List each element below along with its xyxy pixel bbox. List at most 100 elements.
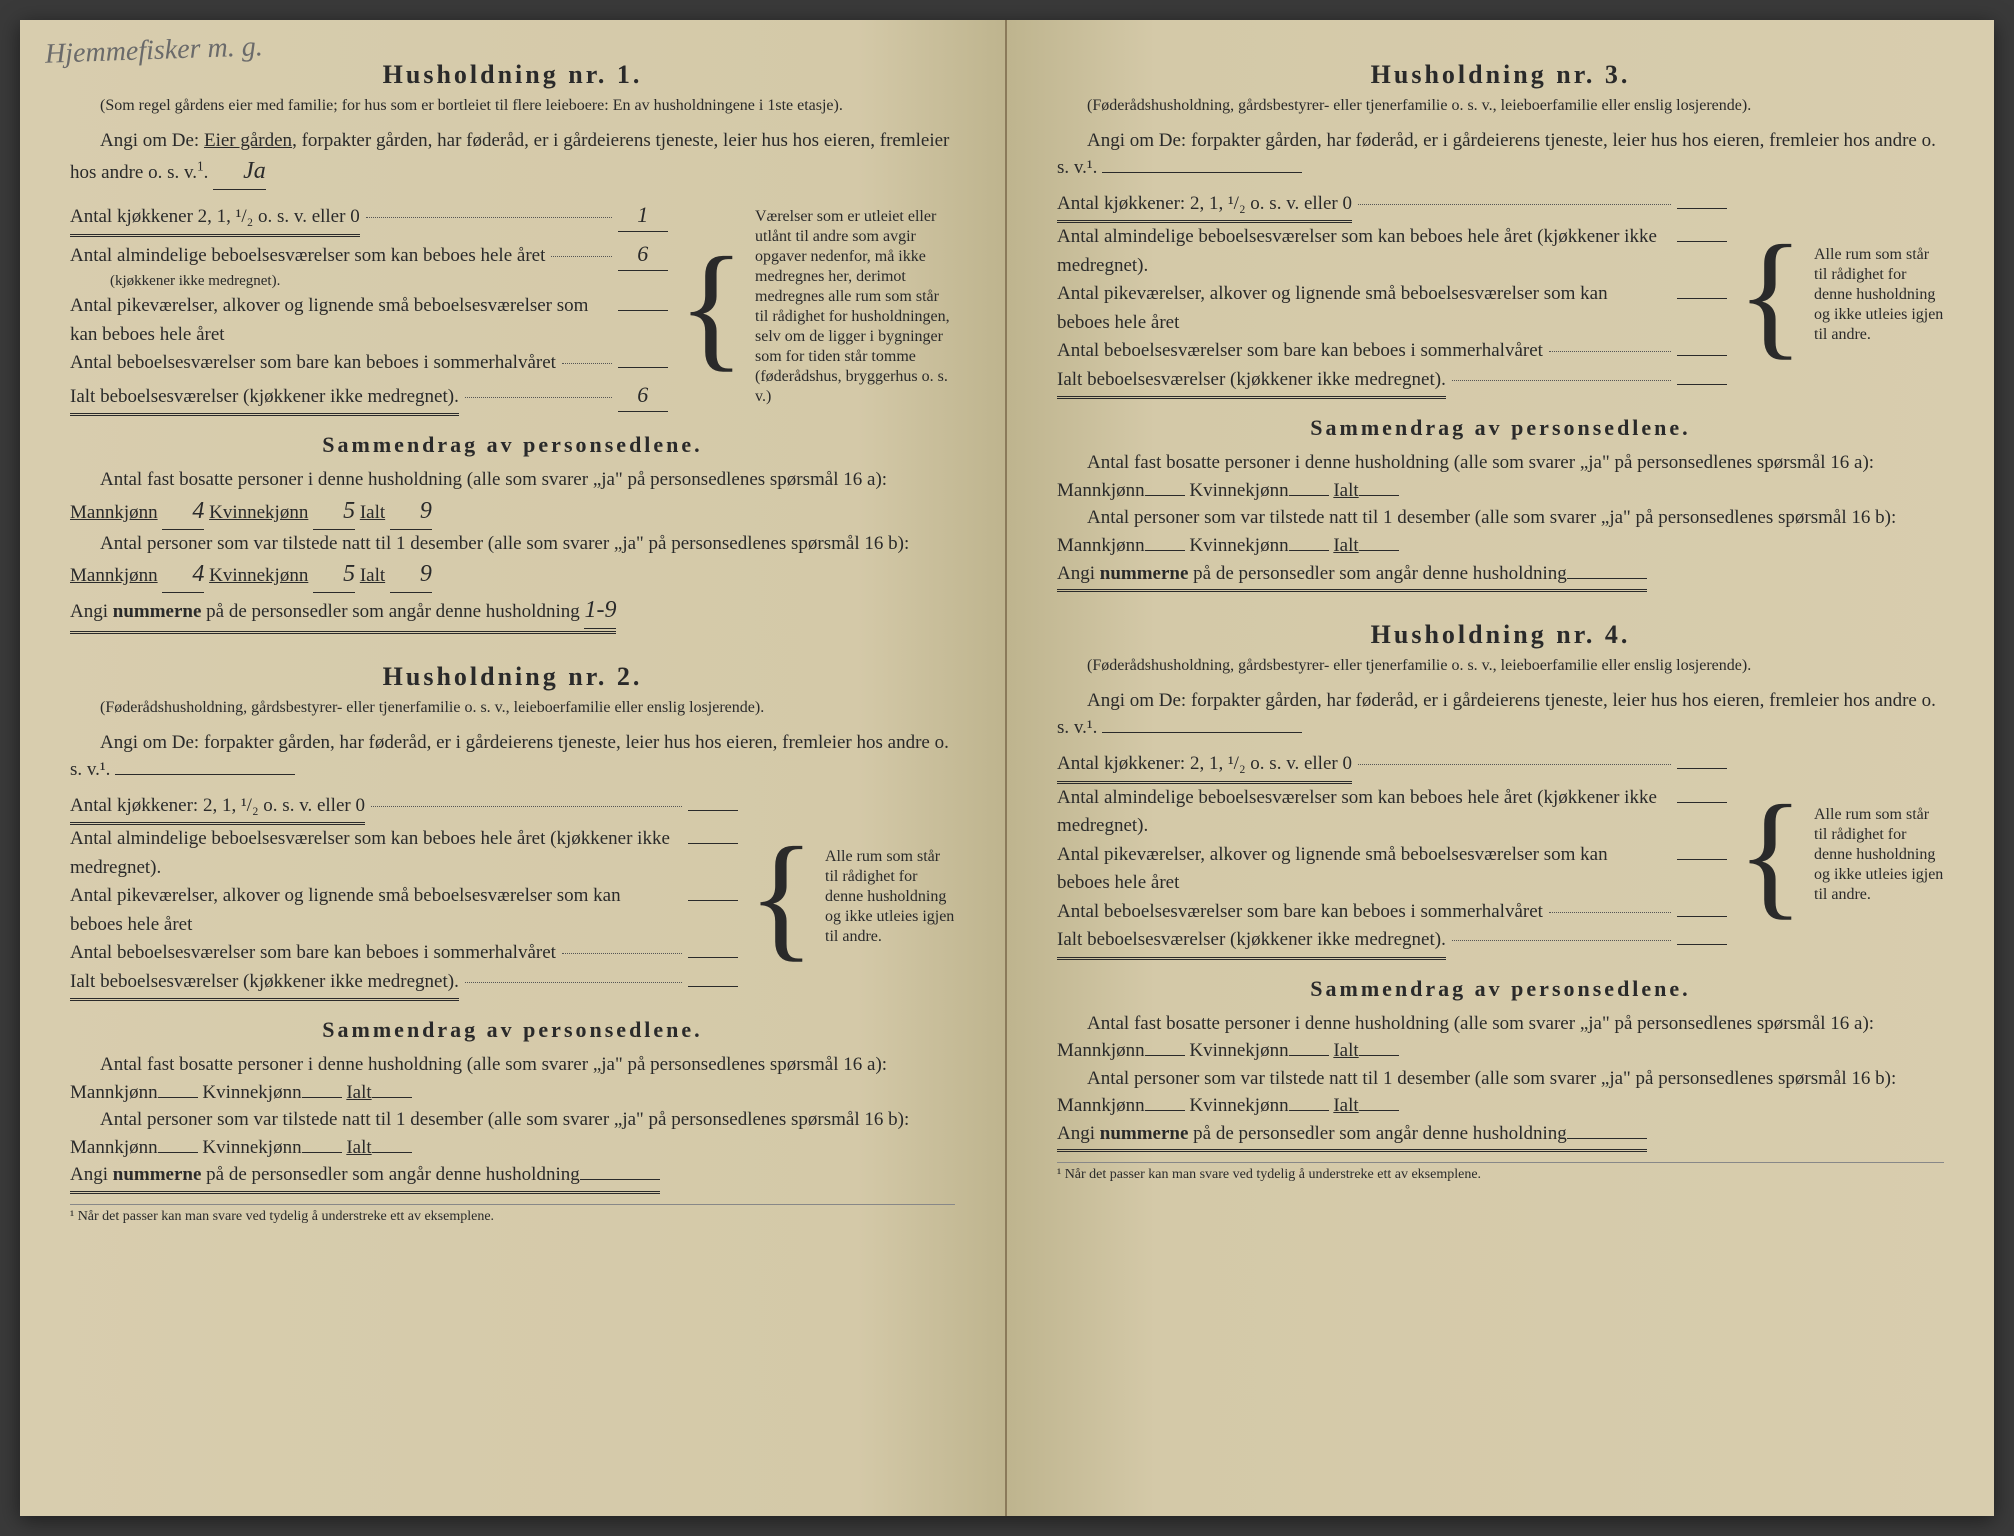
fast-text-2: Antal fast bosatte personer i denne hush… (70, 1051, 955, 1106)
pike-row: Antal pikeværelser, alkover og lignende … (70, 292, 668, 349)
tilstede-label-2: Antal personer som var tilstede natt til… (100, 1109, 909, 1130)
pike-label-3: Antal pikeværelser, alkover og lignende … (1057, 280, 1665, 337)
kvinne-label-3: Kvinnekjønn (1189, 480, 1288, 501)
brace-text-3: Alle rum som står til rådighet for denne… (1814, 245, 1944, 345)
household-3-intro: (Føderådshusholdning, gårdsbestyrer- ell… (1057, 96, 1944, 117)
fast-label-3: Antal fast bosatte personer i denne hush… (1087, 452, 1874, 473)
kitchens-value: 1 (618, 198, 668, 232)
ialt-label-4b: Ialt (1333, 1095, 1358, 1116)
fast-text-1: Antal fast bosatte personer i denne hush… (70, 466, 955, 529)
total-row-4: Ialt beboelsesværelser (kjøkkener ikke m… (1057, 926, 1727, 960)
rooms-label-4: Antal almindelige beboelsesværelser som … (1057, 784, 1665, 841)
tilstede-label: Antal personer som var tilstede natt til… (100, 533, 909, 554)
summer-label-4: Antal beboelsesværelser som bare kan beb… (1057, 898, 1543, 927)
fast-ialt-val: 9 (390, 494, 432, 530)
summary-heading-4: Sammendrag av personsedlene. (1057, 976, 1944, 1002)
angi-blank-2 (115, 774, 295, 775)
brace-text: Værelser som er utleiet eller utlånt til… (755, 207, 955, 407)
household-2-angi: Angi om De: forpakter gården, har føderå… (70, 729, 955, 784)
pike-val-3 (1677, 298, 1727, 299)
kvinne-label-4b: Kvinnekjønn (1189, 1095, 1288, 1116)
brace-icon: { (668, 251, 755, 363)
kitchens-label-4: Antal kjøkkener: 2, 1, ¹/₂ o. s. v. elle… (1057, 750, 1352, 784)
kitchens-label: Antal kjøkkener 2, 1, ¹/₂ o. s. v. eller… (70, 203, 360, 237)
kitchens-val-4 (1677, 768, 1727, 769)
total-label-2: Ialt beboelsesværelser (kjøkkener ikke m… (70, 968, 459, 1002)
household-4-rooms-block: Antal kjøkkener: 2, 1, ¹/₂ o. s. v. elle… (1057, 750, 1944, 960)
household-3: Husholdning nr. 3. (Føderådshusholdning,… (1057, 60, 1944, 592)
rooms-val-3 (1677, 241, 1727, 242)
mann-label-4b: Mannkjønn (1057, 1095, 1145, 1116)
rooms-row-3: Antal almindelige beboelsesværelser som … (1057, 223, 1727, 280)
pike-row-2: Antal pikeværelser, alkover og lignende … (70, 882, 738, 939)
total-row-3: Ialt beboelsesværelser (kjøkkener ikke m… (1057, 366, 1727, 400)
kitchens-label-2: Antal kjøkkener: 2, 1, ¹/₂ o. s. v. elle… (70, 792, 365, 826)
mann-label-2c: Mannkjønn (70, 1137, 158, 1158)
angi-options-2: forpakter gården, har føderåd, er i gård… (70, 732, 949, 781)
mann-label-2b: Mannkjønn (70, 1082, 158, 1103)
kitchens-val-2 (688, 810, 738, 811)
pike-val-4 (1677, 859, 1727, 860)
kitchens-val-3 (1677, 208, 1727, 209)
nummer-line-3: Angi nummerne på de personsedler som ang… (1057, 560, 1647, 593)
rooms-row-4: Antal almindelige beboelsesværelser som … (1057, 784, 1727, 841)
total-row: Ialt beboelsesværelser (kjøkkener ikke m… (70, 378, 668, 417)
tilstede-label-4: Antal personer som var tilstede natt til… (1087, 1068, 1896, 1089)
ialt-label: Ialt (360, 502, 385, 523)
total-value: 6 (618, 378, 668, 412)
kitchens-row-4: Antal kjøkkener: 2, 1, ¹/₂ o. s. v. elle… (1057, 750, 1727, 784)
angi-prefix-2: Angi om De: (100, 732, 199, 753)
household-1: Husholdning nr. 1. (Som regel gårdens ei… (70, 60, 955, 634)
kitchens-row-2: Antal kjøkkener: 2, 1, ¹/₂ o. s. v. elle… (70, 792, 738, 826)
brace-icon-2: { (738, 841, 825, 953)
household-2-intro: (Føderådshusholdning, gårdsbestyrer- ell… (70, 698, 955, 719)
summer-val-4 (1677, 916, 1727, 917)
household-1-rooms-block: Antal kjøkkener 2, 1, ¹/₂ o. s. v. eller… (70, 198, 955, 416)
household-4-title: Husholdning nr. 4. (1057, 620, 1944, 650)
kvinne-label-2b: Kvinnekjønn (202, 1082, 301, 1103)
brace-text-2: Alle rum som står til rådighet for denne… (825, 847, 955, 947)
til-ialt-val: 9 (390, 557, 432, 593)
rooms-row-2: Antal almindelige beboelsesværelser som … (70, 825, 738, 882)
eier-underlined: Eier gården (204, 130, 292, 151)
summer-label-2: Antal beboelsesværelser som bare kan beb… (70, 939, 556, 968)
total-label: Ialt beboelsesværelser (kjøkkener ikke m… (70, 383, 459, 417)
total-val-3 (1677, 384, 1727, 385)
pike-label-2: Antal pikeværelser, alkover og lignende … (70, 882, 676, 939)
summary-heading-1: Sammendrag av personsedlene. (70, 432, 955, 458)
pike-label-4: Antal pikeværelser, alkover og lignende … (1057, 841, 1665, 898)
nummerne-bold-4: nummerne (1100, 1123, 1189, 1144)
kvinne-label2: Kvinnekjønn (209, 565, 308, 586)
ialt-label-2c: Ialt (346, 1137, 371, 1158)
summer-row-4: Antal beboelsesværelser som bare kan beb… (1057, 898, 1727, 927)
summer-row-2: Antal beboelsesværelser som bare kan beb… (70, 939, 738, 968)
nummer-val: 1-9 (584, 593, 616, 629)
fast-label-2: Antal fast bosatte personer i denne hush… (100, 1054, 887, 1075)
summer-label-3: Antal beboelsesværelser som bare kan beb… (1057, 337, 1543, 366)
mann-label-3b: Mannkjønn (1057, 535, 1145, 556)
angi-prefix-3: Angi om De: (1087, 130, 1186, 151)
household-4-intro: (Føderådshusholdning, gårdsbestyrer- ell… (1057, 656, 1944, 677)
summer-row-3: Antal beboelsesværelser som bare kan beb… (1057, 337, 1727, 366)
total-label-4: Ialt beboelsesværelser (kjøkkener ikke m… (1057, 926, 1446, 960)
summer-val-2 (688, 957, 738, 958)
brace-icon-3: { (1727, 239, 1814, 351)
ialt-label-4: Ialt (1333, 1040, 1358, 1061)
angi-prefix-4: Angi om De: (1087, 690, 1186, 711)
rooms-val-4 (1677, 802, 1727, 803)
household-3-rooms-block: Antal kjøkkener: 2, 1, ¹/₂ o. s. v. elle… (1057, 190, 1944, 400)
tilstede-text-4: Antal personer som var tilstede natt til… (1057, 1065, 1944, 1120)
household-2-rooms-block: Antal kjøkkener: 2, 1, ¹/₂ o. s. v. elle… (70, 792, 955, 1002)
rooms-label: Antal almindelige beboelsesværelser som … (70, 242, 545, 271)
nummerne-bold-2: nummerne (113, 1164, 202, 1185)
kitchens-row: Antal kjøkkener 2, 1, ¹/₂ o. s. v. eller… (70, 198, 668, 237)
rooms-label-3: Antal almindelige beboelsesværelser som … (1057, 223, 1665, 280)
fast-mann-val: 4 (162, 494, 204, 530)
fast-kvinne-val: 5 (313, 494, 355, 530)
pike-value (618, 310, 668, 311)
mann-label2: Mannkjønn (70, 565, 158, 586)
angi-answer: Ja (213, 154, 266, 190)
nummerne-bold-3: nummerne (1100, 563, 1189, 584)
brace-icon-4: { (1727, 799, 1814, 911)
tilstede-label-3: Antal personer som var tilstede natt til… (1087, 507, 1896, 528)
